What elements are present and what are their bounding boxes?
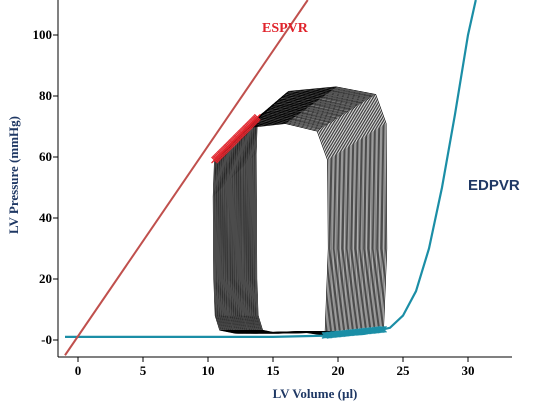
x-axis-label: LV Volume (µl) — [273, 386, 358, 401]
ed-marker — [378, 326, 386, 333]
edpvr-label: EDPVR — [468, 177, 520, 194]
pv-loops — [212, 86, 388, 336]
x-tick-label: 30 — [462, 363, 475, 378]
x-tick-label: 25 — [397, 363, 411, 378]
x-tick-label: 0 — [75, 363, 82, 378]
y-tick-label: 40 — [39, 210, 52, 225]
y-axis-label: LV Pressure (mmHg) — [6, 116, 21, 234]
ed-marker — [377, 326, 385, 334]
pv-loop — [249, 92, 379, 334]
y-tick-label: 100 — [33, 27, 53, 42]
pv-loop — [248, 93, 377, 334]
y-tick-label: -0 — [41, 332, 52, 347]
espvr-line — [64, 0, 309, 356]
tick-labels: 0 5 10 15 20 25 30 -0 20 40 60 80 100 — [33, 27, 475, 378]
x-tick-label: 15 — [267, 363, 281, 378]
loop-markers — [211, 113, 387, 339]
pv-loop — [255, 86, 388, 334]
edpvr-series — [65, 0, 477, 338]
y-tick-label: 80 — [39, 88, 52, 103]
espvr-series — [64, 0, 309, 356]
espvr-label: ESPVR — [262, 21, 309, 36]
es-marker — [253, 113, 261, 121]
y-tick-label: 20 — [39, 271, 52, 286]
x-tick-label: 10 — [202, 363, 215, 378]
y-tick-label: 60 — [39, 149, 52, 164]
edpvr-curve — [65, 0, 477, 338]
x-tick-label: 5 — [140, 363, 147, 378]
axes — [57, 0, 512, 358]
ed-marker — [380, 325, 387, 333]
x-tick-label: 20 — [332, 363, 345, 378]
